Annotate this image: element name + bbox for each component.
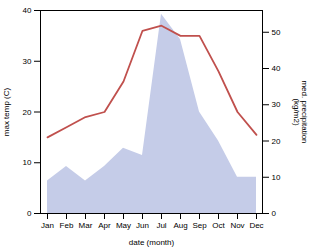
svg-text:40: 40 xyxy=(272,64,281,73)
svg-text:Jun: Jun xyxy=(136,221,149,230)
svg-text:Mar: Mar xyxy=(79,221,93,230)
svg-text:0: 0 xyxy=(272,209,277,218)
svg-text:20: 20 xyxy=(272,137,281,146)
svg-text:date (month): date (month) xyxy=(129,238,175,247)
svg-text:Jan: Jan xyxy=(41,221,54,230)
svg-text:Apr: Apr xyxy=(98,221,111,230)
svg-text:10: 10 xyxy=(272,173,281,182)
svg-text:Feb: Feb xyxy=(60,221,74,230)
svg-text:30: 30 xyxy=(272,100,281,109)
svg-text:10: 10 xyxy=(23,158,32,167)
svg-text:Jul: Jul xyxy=(156,221,166,230)
svg-text:Oct: Oct xyxy=(212,221,225,230)
svg-text:30: 30 xyxy=(23,57,32,66)
svg-text:0: 0 xyxy=(27,209,32,218)
svg-text:Aug: Aug xyxy=(173,221,187,230)
svg-text:May: May xyxy=(116,221,131,230)
svg-text:Nov: Nov xyxy=(230,221,244,230)
svg-text:20: 20 xyxy=(23,108,32,117)
svg-text:med. precipitation(kg/m2): med. precipitation(kg/m2) xyxy=(292,80,309,143)
svg-text:max temp (C): max temp (C) xyxy=(2,87,11,136)
svg-text:50: 50 xyxy=(272,28,281,37)
svg-text:Sep: Sep xyxy=(192,221,207,230)
svg-text:40: 40 xyxy=(23,6,32,15)
svg-text:Dec: Dec xyxy=(249,221,263,230)
